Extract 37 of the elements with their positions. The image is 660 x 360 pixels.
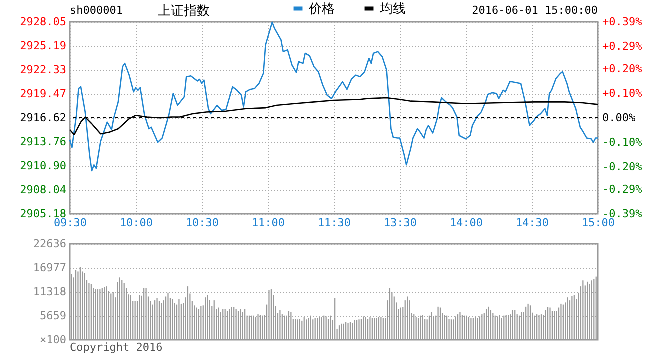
text: 2016-06-01 15:00:00 xyxy=(472,4,598,17)
chart-subtitle: sh000001 xyxy=(70,4,123,17)
y2-tick-label: +0.10% xyxy=(602,86,643,100)
y2-tick-label: +0.29% xyxy=(602,40,643,54)
y-tick-label: 2922.33 xyxy=(20,64,66,77)
x-tick-label: 10:00 xyxy=(120,216,154,230)
y2-tick-label: +0.39% xyxy=(602,16,643,28)
x-tick-label: 11:00 xyxy=(252,216,286,230)
x-tick-label: 11:30 xyxy=(318,216,352,230)
y-tick-label: 2928.05 xyxy=(20,16,66,28)
y-tick-label: 2910.90 xyxy=(20,159,66,172)
y-tick-label: 2925.19 xyxy=(20,40,66,53)
y2-tick-label: -0.29% xyxy=(602,182,643,196)
y2-tick-label: 0.00% xyxy=(602,112,636,124)
x-tick-label: 13:30 xyxy=(384,216,418,230)
x-tick-label: 09:30 xyxy=(54,216,88,230)
y-tick-label: 5659 xyxy=(40,310,66,322)
y2-tick-label: +0.20% xyxy=(602,62,643,76)
x-tick-label: 14:30 xyxy=(516,216,550,230)
legend-label: 价格 xyxy=(308,2,335,17)
y2-tick-label: -0.10% xyxy=(602,136,643,150)
x-tick-label: 10:30 xyxy=(186,216,220,230)
x-tick-label: 14:00 xyxy=(450,216,484,230)
y-tick-label: 2908.04 xyxy=(20,183,67,196)
y-tick-label: 2916.62 xyxy=(20,111,66,124)
x-tick-label: 15:00 xyxy=(582,216,616,230)
y2-tick-label: -0.20% xyxy=(602,160,643,174)
chart-title: 上证指数 xyxy=(158,4,210,19)
text: Copyright 2016 xyxy=(70,341,163,354)
y-tick-label: 16977 xyxy=(33,262,66,274)
y-tick-label: 11318 xyxy=(33,286,66,298)
y-tick-label: 2919.47 xyxy=(20,88,66,101)
legend-label: 均线 xyxy=(378,2,406,17)
y-tick-label: 2913.76 xyxy=(20,135,66,148)
line-series xyxy=(69,97,599,136)
y-axis-title: ×100 xyxy=(40,334,66,346)
y-tick-label: 22636 xyxy=(33,238,66,250)
